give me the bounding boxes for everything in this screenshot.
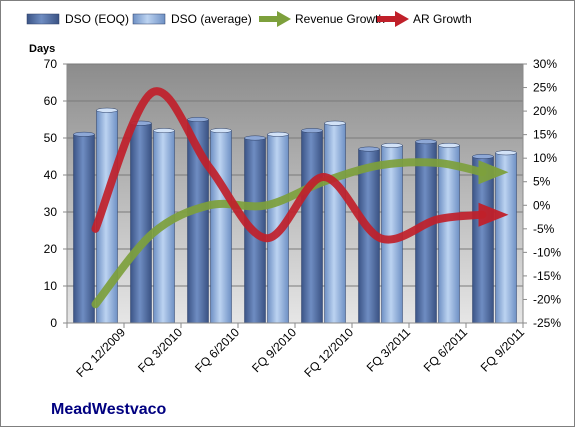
- left-tick-label: 40: [44, 168, 58, 182]
- right-tick-label: -25%: [533, 316, 561, 330]
- axes: [66, 64, 524, 324]
- bar-top: [358, 146, 380, 152]
- series-arrowhead: [478, 160, 509, 185]
- right-tick-label: 15%: [533, 128, 557, 142]
- legend-swatch: [26, 13, 60, 25]
- right-tick-label: -10%: [533, 245, 561, 259]
- bar-top: [187, 117, 209, 122]
- company-caption: MeadWestvaco: [51, 401, 167, 418]
- x-tick-label: FQ 12/2009: [73, 325, 128, 380]
- bar: [210, 130, 232, 324]
- line-group: [91, 87, 509, 309]
- bar-top: [267, 131, 289, 137]
- left-tick-label: 70: [44, 57, 58, 71]
- bar-top: [153, 128, 175, 134]
- bar: [130, 122, 152, 324]
- bar-top: [73, 131, 95, 137]
- left-tick-label: 0: [50, 316, 57, 330]
- left-axis-title: Days: [29, 43, 55, 55]
- right-tick-label: 25%: [533, 81, 557, 95]
- bar: [73, 134, 95, 324]
- series-arrowhead: [478, 202, 509, 227]
- x-tick-label: FQ 9/2010: [249, 325, 299, 375]
- legend: DSO (EOQ) DSO (average) Revenue Growth AR G…: [26, 11, 472, 27]
- left-tick-label: 50: [44, 131, 58, 145]
- bar-top: [301, 128, 323, 134]
- legend-label: Revenue Growth: [295, 12, 385, 26]
- legend-label: DSO (average): [171, 12, 252, 26]
- left-tick-label: 30: [44, 205, 58, 219]
- bar-top: [244, 135, 266, 141]
- right-tick-label: -5%: [533, 222, 555, 236]
- left-tick-label: 10: [44, 279, 58, 293]
- bar-top: [324, 120, 346, 126]
- bar-top: [381, 142, 403, 148]
- right-tick-label: 0%: [533, 198, 551, 212]
- right-tick-label: 10%: [533, 151, 557, 165]
- x-tick-label: FQ 12/2010: [301, 325, 356, 380]
- series-line: [91, 158, 487, 309]
- right-tick-label: 20%: [533, 104, 557, 118]
- legend-swatch: [132, 13, 166, 25]
- left-tick-label: 60: [44, 94, 58, 108]
- right-tick-label: 5%: [533, 175, 551, 189]
- bar-top: [415, 139, 437, 145]
- right-tick-label: -20%: [533, 292, 561, 306]
- bar: [301, 130, 323, 324]
- left-tick-label: 20: [44, 242, 58, 256]
- bar: [438, 145, 460, 324]
- right-tick-label: 30%: [533, 57, 557, 71]
- legend-label: DSO (EOQ): [65, 12, 129, 26]
- bar-top: [438, 142, 460, 148]
- x-tick-label: FQ 9/2011: [478, 325, 528, 375]
- right-tick-label: -15%: [533, 269, 561, 283]
- legend-label: AR Growth: [413, 12, 472, 26]
- legend-arrowhead: [395, 11, 409, 27]
- x-tick-label: FQ 6/2010: [192, 325, 242, 375]
- series-line: [91, 87, 487, 244]
- bar-top: [495, 150, 517, 156]
- legend-arrowhead: [277, 11, 291, 27]
- x-tick-label: FQ 3/2011: [364, 325, 414, 375]
- bar-top: [472, 154, 494, 159]
- bar-top: [96, 107, 118, 113]
- x-tick-label: FQ 6/2011: [421, 325, 471, 375]
- bar: [324, 122, 346, 324]
- x-tick-label: FQ 3/2010: [135, 325, 185, 375]
- bar: [495, 152, 517, 324]
- bar-top: [210, 128, 232, 134]
